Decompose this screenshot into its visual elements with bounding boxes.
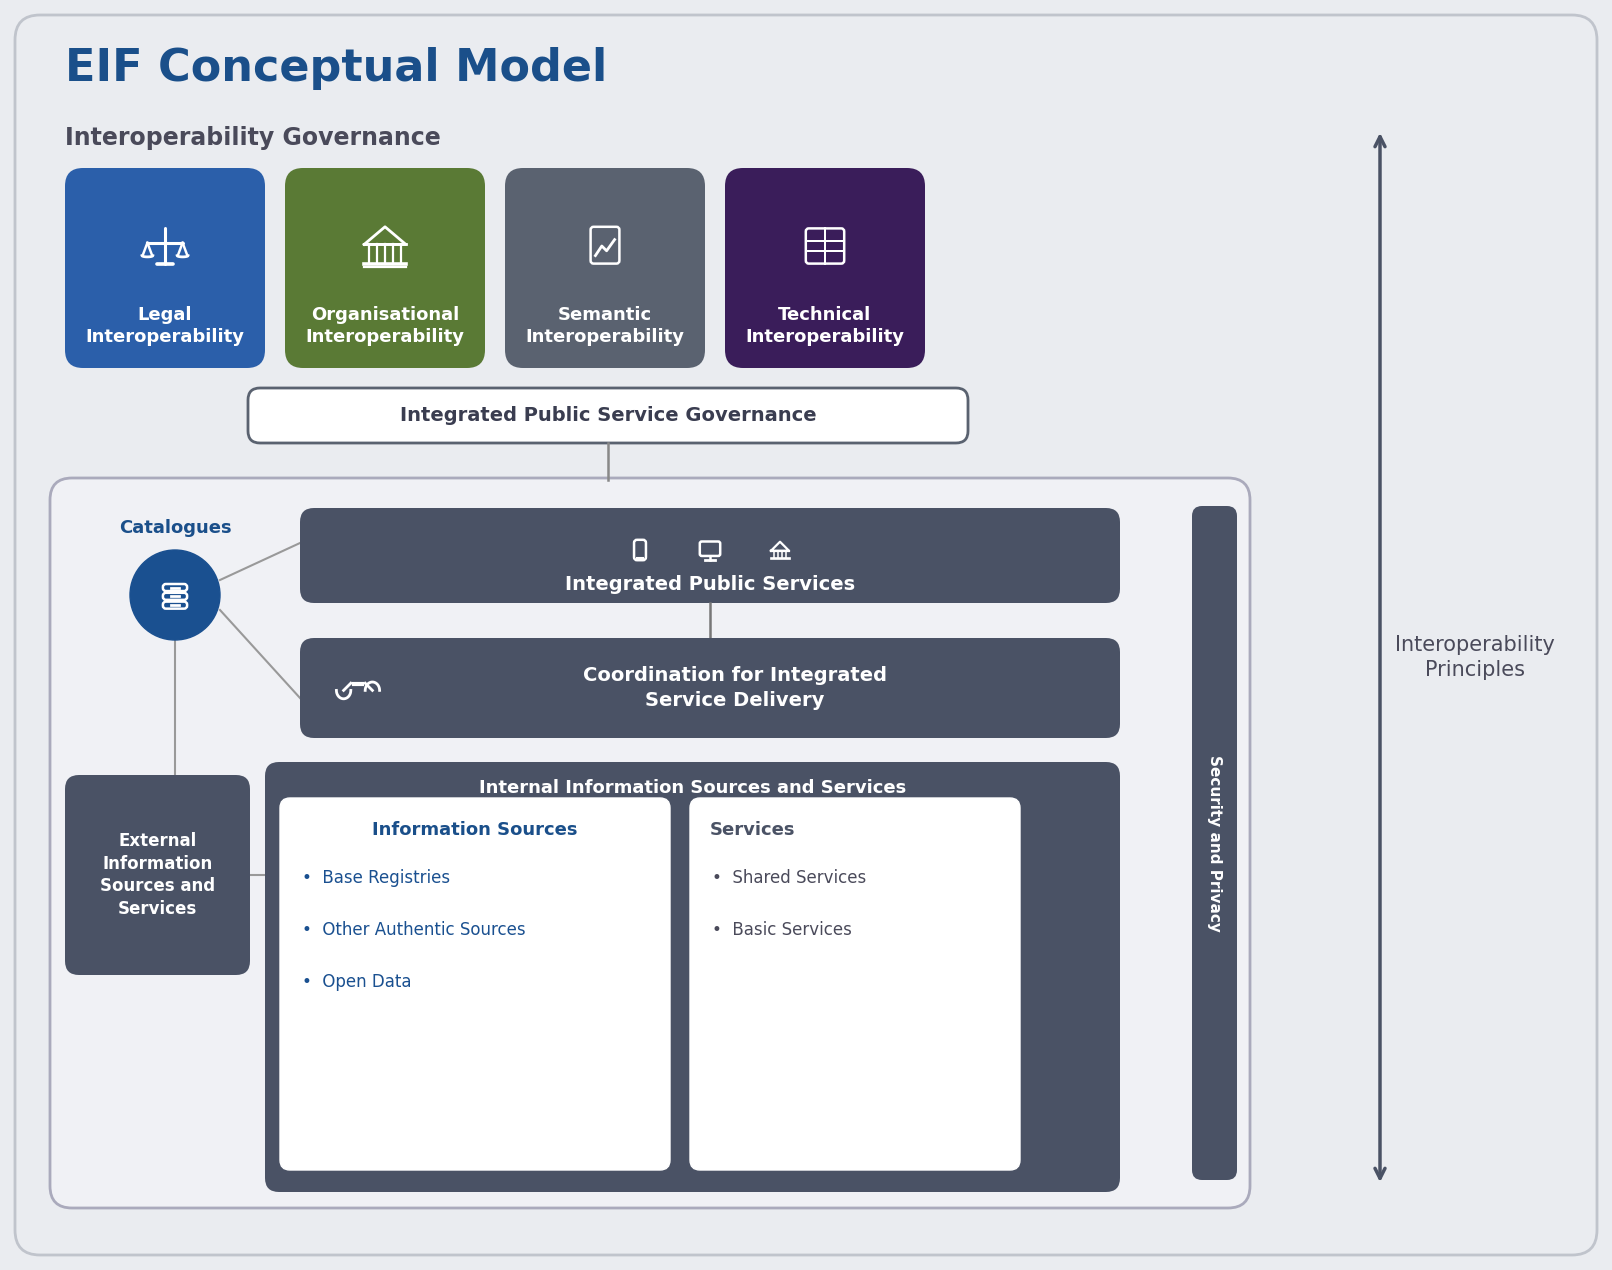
FancyBboxPatch shape: [285, 168, 485, 368]
FancyBboxPatch shape: [300, 508, 1120, 603]
Text: Coordination for Integrated
Service Delivery: Coordination for Integrated Service Deli…: [584, 667, 887, 710]
Text: Catalogues: Catalogues: [119, 519, 231, 537]
FancyBboxPatch shape: [50, 478, 1249, 1208]
Text: Integrated Public Services: Integrated Public Services: [564, 574, 854, 593]
Text: Internal Information Sources and Services: Internal Information Sources and Service…: [479, 779, 906, 798]
Text: Legal
Interoperability: Legal Interoperability: [85, 306, 245, 347]
FancyBboxPatch shape: [300, 638, 1120, 738]
Text: Technical
Interoperability: Technical Interoperability: [745, 306, 904, 347]
FancyBboxPatch shape: [725, 168, 925, 368]
FancyBboxPatch shape: [248, 389, 967, 443]
Text: •  Base Registries: • Base Registries: [301, 869, 450, 886]
FancyBboxPatch shape: [64, 775, 250, 975]
Text: EIF Conceptual Model: EIF Conceptual Model: [64, 47, 608, 89]
Text: •  Other Authentic Sources: • Other Authentic Sources: [301, 921, 526, 939]
Text: Interoperability
Principles: Interoperability Principles: [1394, 635, 1556, 681]
Text: •  Shared Services: • Shared Services: [713, 869, 866, 886]
Circle shape: [131, 550, 219, 640]
Text: Integrated Public Service Governance: Integrated Public Service Governance: [400, 406, 816, 425]
FancyBboxPatch shape: [64, 168, 264, 368]
Text: Services: Services: [709, 820, 795, 839]
FancyBboxPatch shape: [15, 15, 1597, 1255]
Text: Organisational
Interoperability: Organisational Interoperability: [306, 306, 464, 347]
Text: •  Basic Services: • Basic Services: [713, 921, 851, 939]
Text: External
Information
Sources and
Services: External Information Sources and Service…: [100, 832, 214, 918]
FancyBboxPatch shape: [264, 762, 1120, 1193]
FancyBboxPatch shape: [1191, 505, 1236, 1180]
Text: Interoperability Governance: Interoperability Governance: [64, 126, 440, 150]
Text: Semantic
Interoperability: Semantic Interoperability: [526, 306, 685, 347]
Text: Information Sources: Information Sources: [372, 820, 577, 839]
Text: Security and Privacy: Security and Privacy: [1207, 754, 1222, 931]
Text: •  Open Data: • Open Data: [301, 973, 411, 991]
FancyBboxPatch shape: [505, 168, 704, 368]
FancyBboxPatch shape: [690, 798, 1020, 1170]
FancyBboxPatch shape: [280, 798, 671, 1170]
